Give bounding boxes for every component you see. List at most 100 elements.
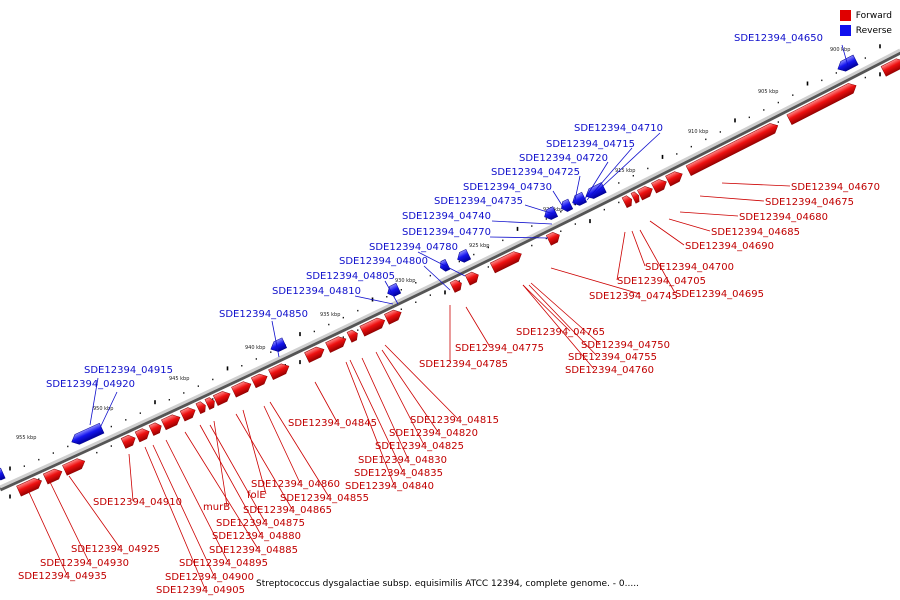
gene-label[interactable]: SDE12394_04935 [18, 571, 107, 582]
gene-label[interactable]: SDE12394_04690 [685, 241, 774, 252]
forward-gene[interactable] [268, 361, 292, 380]
gene-label[interactable]: SDE12394_04720 [519, 153, 608, 164]
gene-label[interactable]: SDE12394_04760 [565, 365, 654, 376]
gene-label[interactable]: SDE12394_04685 [711, 227, 800, 238]
forward-gene[interactable] [148, 421, 164, 436]
forward-gene[interactable] [786, 81, 859, 125]
forward-gene[interactable] [630, 191, 641, 204]
forward-gene[interactable] [179, 405, 197, 422]
reverse-gene[interactable] [385, 282, 402, 298]
reverse-gene[interactable] [835, 54, 859, 74]
forward-gene[interactable] [621, 194, 634, 209]
gene-label[interactable]: SDE12394_04785 [419, 359, 508, 370]
forward-gene[interactable] [665, 169, 685, 187]
gene-label[interactable]: SDE12394_04885 [209, 545, 298, 556]
forward-gene[interactable] [880, 56, 900, 77]
gene-label[interactable]: SDE12394_04675 [765, 197, 854, 208]
forward-gene[interactable] [685, 121, 780, 176]
forward-gene[interactable] [231, 379, 253, 398]
gene-label[interactable]: SDE12394_04670 [791, 182, 880, 193]
gene-label[interactable]: SDE12394_04735 [434, 196, 523, 207]
gene-label[interactable]: SDE12394_04875 [216, 518, 305, 529]
gene-label[interactable]: SDE12394_04650 [734, 33, 823, 44]
forward-gene[interactable] [120, 433, 137, 449]
gene-arrow [685, 123, 779, 176]
gene-label[interactable]: SDE12394_04780 [369, 242, 458, 253]
gene-label[interactable]: SDE12394_04740 [402, 211, 491, 222]
forward-gene[interactable] [464, 270, 481, 286]
gene-label[interactable]: SDE12394_04895 [179, 558, 268, 569]
gene-label[interactable]: SDE12394_04930 [40, 558, 129, 569]
gene-label[interactable]: SDE12394_04845 [288, 418, 377, 429]
gene-label[interactable]: SDE12394_04755 [568, 352, 657, 363]
gene-label[interactable]: SDE12394_04695 [675, 289, 764, 300]
reverse-gene[interactable] [583, 182, 607, 202]
forward-gene[interactable] [449, 278, 464, 293]
gene-label[interactable]: SDE12394_04775 [455, 343, 544, 354]
forward-gene[interactable] [134, 427, 151, 443]
gene-label[interactable]: SDE12394_04805 [306, 271, 395, 282]
gene-label[interactable]: SDE12394_04915 [84, 365, 173, 376]
legend-forward: Forward [839, 8, 892, 23]
forward-gene[interactable] [161, 412, 182, 431]
reverse-gene[interactable] [268, 337, 288, 354]
genome-caption: Streptococcus dysgalactiae subsp. equisi… [256, 579, 639, 589]
gene-label[interactable]: SDE12394_04835 [354, 468, 443, 479]
gene-label[interactable]: SDE12394_04860 [251, 479, 340, 490]
gene-label[interactable]: SDE12394_04900 [165, 572, 254, 583]
forward-gene[interactable] [62, 456, 87, 476]
gene-label[interactable]: SDE12394_04770 [402, 227, 491, 238]
gene-label[interactable]: SDE12394_04730 [463, 182, 552, 193]
gene-label[interactable]: SDE12394_04750 [581, 340, 670, 351]
gene-label[interactable]: SDE12394_04925 [71, 544, 160, 555]
gene-label[interactable]: SDE12394_04710 [574, 123, 663, 134]
gene-label[interactable]: SDE12394_04745 [589, 291, 678, 302]
gene-label[interactable]: SDE12394_04920 [46, 379, 135, 390]
forward-gene[interactable] [545, 230, 562, 246]
gene-label[interactable]: SDE12394_04725 [491, 167, 580, 178]
gene-label[interactable]: SDE12394_04815 [410, 415, 499, 426]
gene-label[interactable]: SDE12394_04820 [389, 428, 478, 439]
forward-gene[interactable] [304, 344, 327, 363]
reverse-gene[interactable] [438, 259, 451, 272]
gene-label[interactable]: SDE12394_04865 [243, 505, 332, 516]
forward-gene[interactable] [250, 371, 269, 389]
gene-label[interactable]: SDE12394_04855 [280, 493, 369, 504]
forward-gene[interactable] [325, 334, 349, 353]
gene-label[interactable]: folE [247, 490, 266, 501]
forward-gene[interactable] [346, 328, 360, 343]
gene-label[interactable]: SDE12394_04825 [375, 441, 464, 452]
gene-label[interactable]: murB [203, 502, 230, 513]
reverse-gene[interactable] [0, 467, 6, 481]
forward-gene[interactable] [651, 177, 668, 194]
gene-label[interactable]: SDE12394_04705 [617, 276, 706, 287]
gene-label[interactable]: SDE12394_04840 [345, 481, 434, 492]
reverse-gene[interactable] [455, 248, 472, 264]
gene-label[interactable]: SDE12394_04850 [219, 309, 308, 320]
forward-gene[interactable] [212, 389, 232, 406]
forward-gene[interactable] [359, 315, 387, 337]
reverse-gene[interactable] [69, 422, 105, 447]
gene-arrow [489, 251, 522, 274]
forward-gene[interactable] [195, 400, 208, 415]
gene-label[interactable]: SDE12394_04830 [358, 455, 447, 466]
gene-label[interactable]: SDE12394_04880 [212, 531, 301, 542]
forward-gene[interactable] [204, 396, 217, 410]
scale-tick [560, 230, 562, 232]
gene-label[interactable]: SDE12394_04765 [516, 327, 605, 338]
gene-label[interactable]: SDE12394_04810 [272, 286, 361, 297]
forward-gene[interactable] [42, 467, 64, 485]
gene-label[interactable]: SDE12394_04700 [645, 262, 734, 273]
gene-label[interactable]: SDE12394_04905 [156, 585, 245, 596]
gene-label[interactable]: SDE12394_04680 [739, 212, 828, 223]
gene-label[interactable]: SDE12394_04715 [546, 139, 635, 150]
forward-gene[interactable] [489, 249, 524, 274]
genome-backbone [0, 48, 900, 489]
forward-gene[interactable] [637, 184, 654, 201]
gene-label[interactable]: SDE12394_04910 [93, 497, 182, 508]
leader-line [631, 230, 646, 267]
scale-tick [110, 445, 112, 447]
gene-label[interactable]: SDE12394_04800 [339, 256, 428, 267]
forward-gene[interactable] [384, 307, 403, 325]
forward-gene[interactable] [16, 476, 44, 497]
